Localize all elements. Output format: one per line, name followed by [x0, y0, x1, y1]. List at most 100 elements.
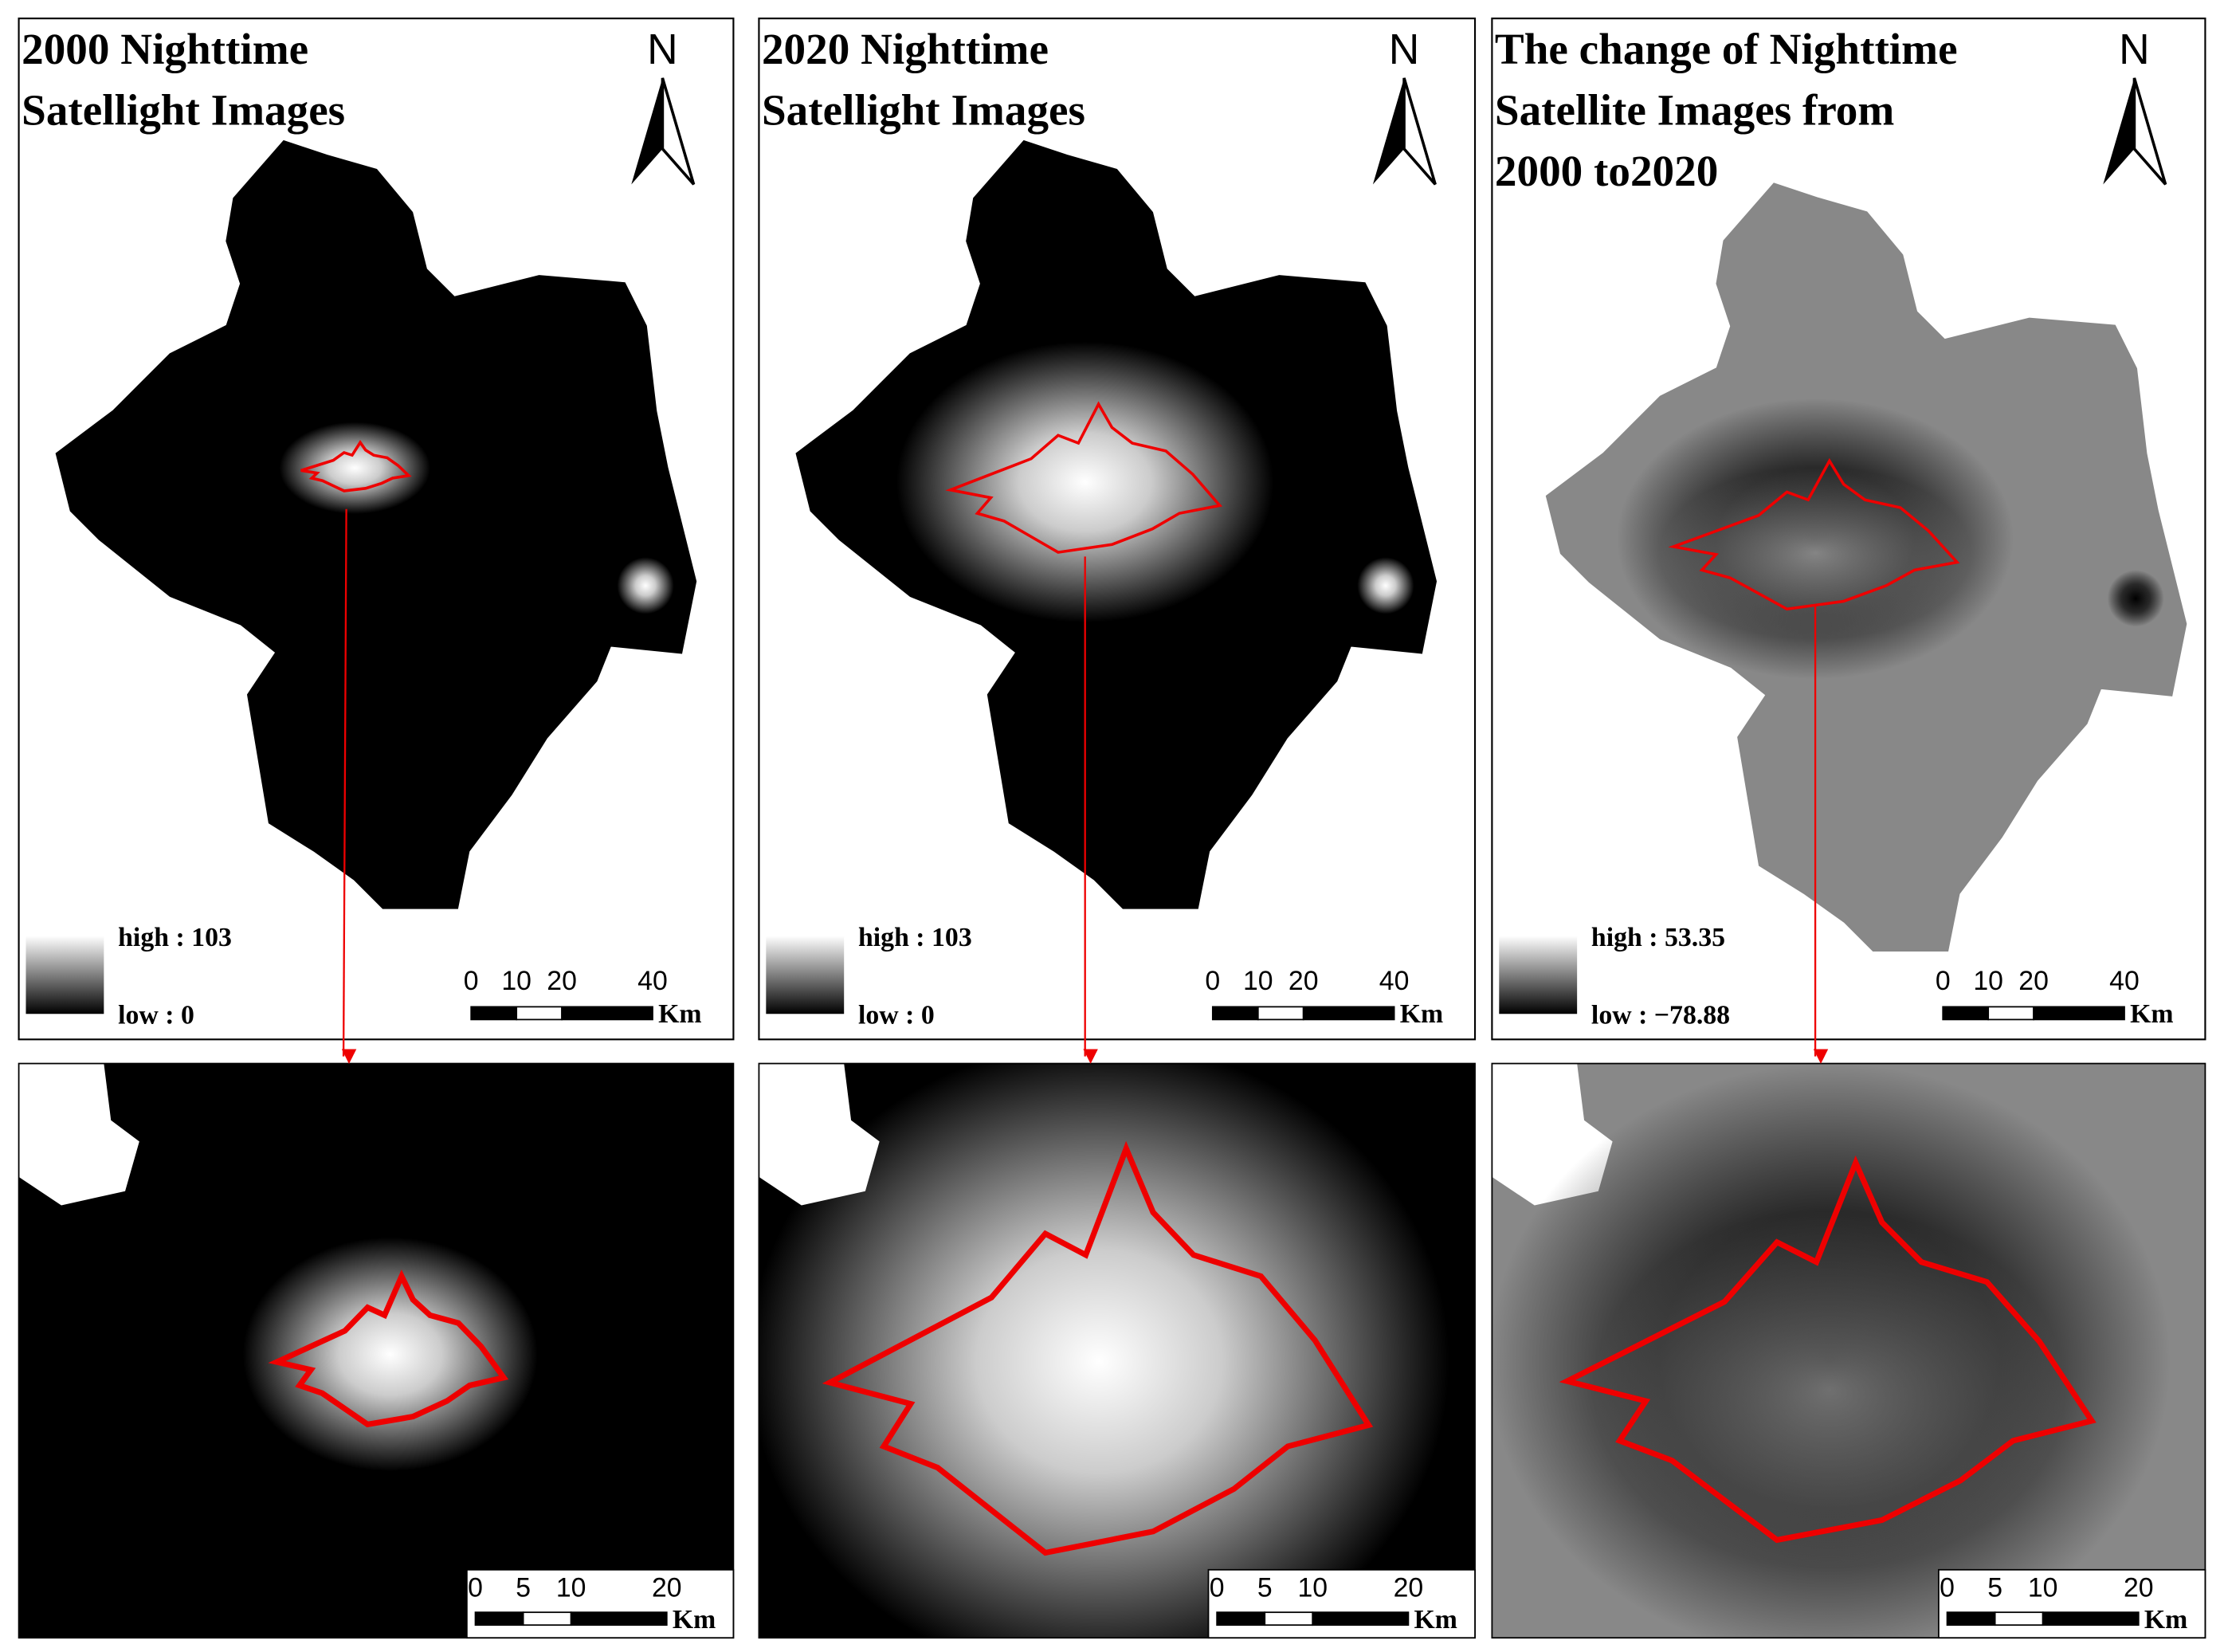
scale-tick: 5 [1257, 1573, 1273, 1603]
panel-title: 2000 to2020 [1495, 147, 1718, 195]
city-boundary [1559, 1155, 2097, 1544]
inset-frame [758, 1062, 1476, 1639]
inset-scale-box [1207, 1568, 1476, 1639]
north-arrow [1372, 77, 1405, 185]
scale-bar [2033, 1006, 2125, 1021]
inset-map [1492, 1063, 2206, 1638]
scale-tick: 40 [2109, 966, 2140, 996]
scale-tick: 0 [1940, 1573, 1955, 1603]
inset-map [18, 1063, 734, 1638]
scale-tick: 20 [652, 1573, 682, 1603]
scale-bar [522, 1611, 572, 1626]
map-panel: The change of Nighttime Satellite Images … [1491, 18, 2206, 1041]
scale-tick: 10 [556, 1573, 586, 1603]
scale-tick: 0 [468, 1573, 483, 1603]
north-label: N [1389, 26, 1420, 73]
scale-bar [1257, 1006, 1304, 1021]
outside-area [18, 1063, 139, 1206]
north-label: N [2119, 26, 2150, 73]
panel-title: 2020 Nighttime [762, 25, 1049, 73]
north-arrow [2132, 77, 2167, 186]
scale-tick: 10 [2028, 1573, 2058, 1603]
legend-high: high : 53.35 [1591, 923, 1725, 952]
scale-unit: Km [2130, 999, 2173, 1029]
scale-tick: 5 [516, 1573, 531, 1603]
scale-tick: 10 [1297, 1573, 1328, 1603]
city-boundary [822, 1140, 1374, 1556]
scale-tick: 0 [1210, 1573, 1225, 1603]
scale-bar [561, 1006, 653, 1021]
scale-tick: 5 [1987, 1573, 2002, 1603]
scale-tick: 20 [1394, 1573, 1424, 1603]
light-ring [1593, 1211, 2066, 1569]
scale-bar [1946, 1611, 1996, 1626]
light-spot [617, 557, 674, 614]
light-core [896, 341, 1274, 623]
scale-tick: 20 [2124, 1573, 2154, 1603]
scale-bar [1942, 1006, 1990, 1021]
panel-title: 2000 Nighttime [22, 25, 308, 73]
panel-title: Satellite Images from [1495, 86, 1894, 135]
scale-tick: 20 [2018, 966, 2049, 996]
scale-bar [1211, 1006, 1259, 1021]
panel-title: Satellight Images [22, 86, 345, 135]
scale-tick: 10 [501, 966, 531, 996]
inset-scale-box [465, 1568, 735, 1639]
scale-tick: 20 [547, 966, 577, 996]
region [55, 139, 697, 909]
scale-unit: Km [1400, 999, 1443, 1029]
legend-ramp [1499, 936, 1578, 1014]
scale-unit: Km [673, 1605, 716, 1634]
scale-tick: 0 [1205, 966, 1220, 996]
scale-bar [516, 1006, 563, 1021]
legend-high: high : 103 [118, 923, 232, 952]
north-arrow [661, 77, 696, 186]
scale-bar [1216, 1611, 1266, 1626]
legend-low: low : 0 [118, 1001, 194, 1030]
inset-frame [1491, 1062, 2206, 1639]
panel-title: Satellight Images [762, 86, 1085, 135]
scale-tick: 40 [637, 966, 668, 996]
north-label: N [647, 26, 678, 73]
scale-tick: 0 [1936, 966, 1951, 996]
north-arrow [631, 77, 663, 185]
legend-low: low : −78.88 [1591, 1001, 1730, 1030]
north-arrow [1402, 77, 1437, 186]
scale-tick: 10 [1973, 966, 2003, 996]
light-spot [2107, 570, 2164, 627]
city-boundary [268, 1269, 509, 1428]
scale-bar [570, 1611, 668, 1626]
scale-tick: 20 [1289, 966, 1319, 996]
light-core [279, 422, 430, 514]
scale-tick: 40 [1379, 966, 1410, 996]
light-spot [1357, 557, 1414, 614]
light-core [242, 1237, 538, 1472]
panel-title: The change of Nighttime [1495, 25, 1958, 73]
scale-bar [2042, 1611, 2140, 1626]
city-boundary [945, 401, 1223, 554]
scale-unit: Km [2144, 1605, 2187, 1634]
legend-ramp [25, 936, 104, 1014]
legend-ramp [766, 936, 845, 1014]
scale-bar [1312, 1611, 1410, 1626]
city-boundary [300, 439, 412, 492]
inset-map [759, 1063, 1476, 1638]
inset-scale-box [1938, 1568, 2206, 1639]
scale-bar [1264, 1611, 1314, 1626]
north-arrow [2103, 77, 2135, 185]
scale-unit: Km [658, 999, 701, 1029]
link-arrow [341, 508, 357, 1064]
light-ring [1659, 467, 1971, 639]
scale-tick: 10 [1243, 966, 1273, 996]
legend-low: low : 0 [858, 1001, 935, 1030]
city-boundary [1668, 457, 1960, 611]
scale-unit: Km [1414, 1605, 1457, 1634]
scale-bar [474, 1611, 524, 1626]
